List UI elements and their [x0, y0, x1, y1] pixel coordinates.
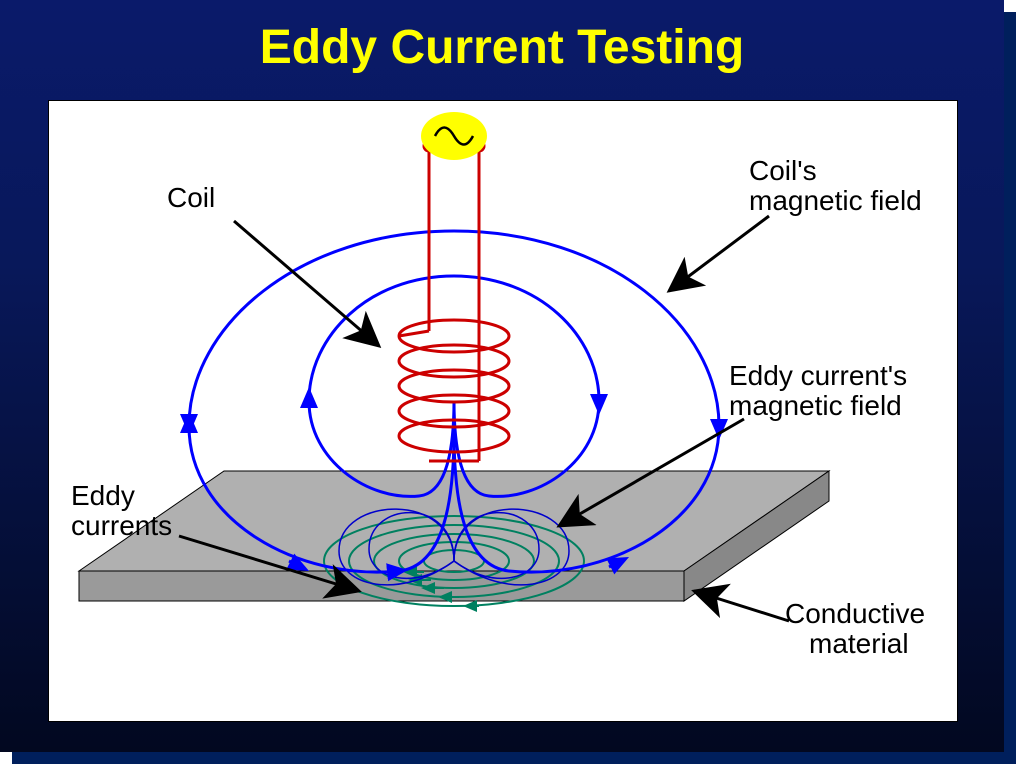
label-coil-field-l1: Coil's — [749, 156, 817, 187]
ac-source — [421, 112, 487, 160]
label-eddy-currents-l1: Eddy — [71, 481, 135, 512]
label-eddy-currents-l2: currents — [71, 511, 172, 542]
label-eddy-field-l1: Eddy current's — [729, 361, 907, 392]
label-material-l2: material — [809, 629, 909, 660]
diagram-panel: Coil Coil's magnetic field Eddy current'… — [48, 100, 958, 722]
label-coil-field-l2: magnetic field — [749, 186, 922, 217]
conductive-plate — [79, 471, 829, 601]
label-eddy-field-l2: magnetic field — [729, 391, 902, 422]
label-material-l1: Conductive — [785, 599, 925, 630]
slide: Eddy Current Testing — [0, 0, 1004, 752]
slide-title: Eddy Current Testing — [0, 20, 1004, 75]
label-coil: Coil — [167, 183, 215, 214]
